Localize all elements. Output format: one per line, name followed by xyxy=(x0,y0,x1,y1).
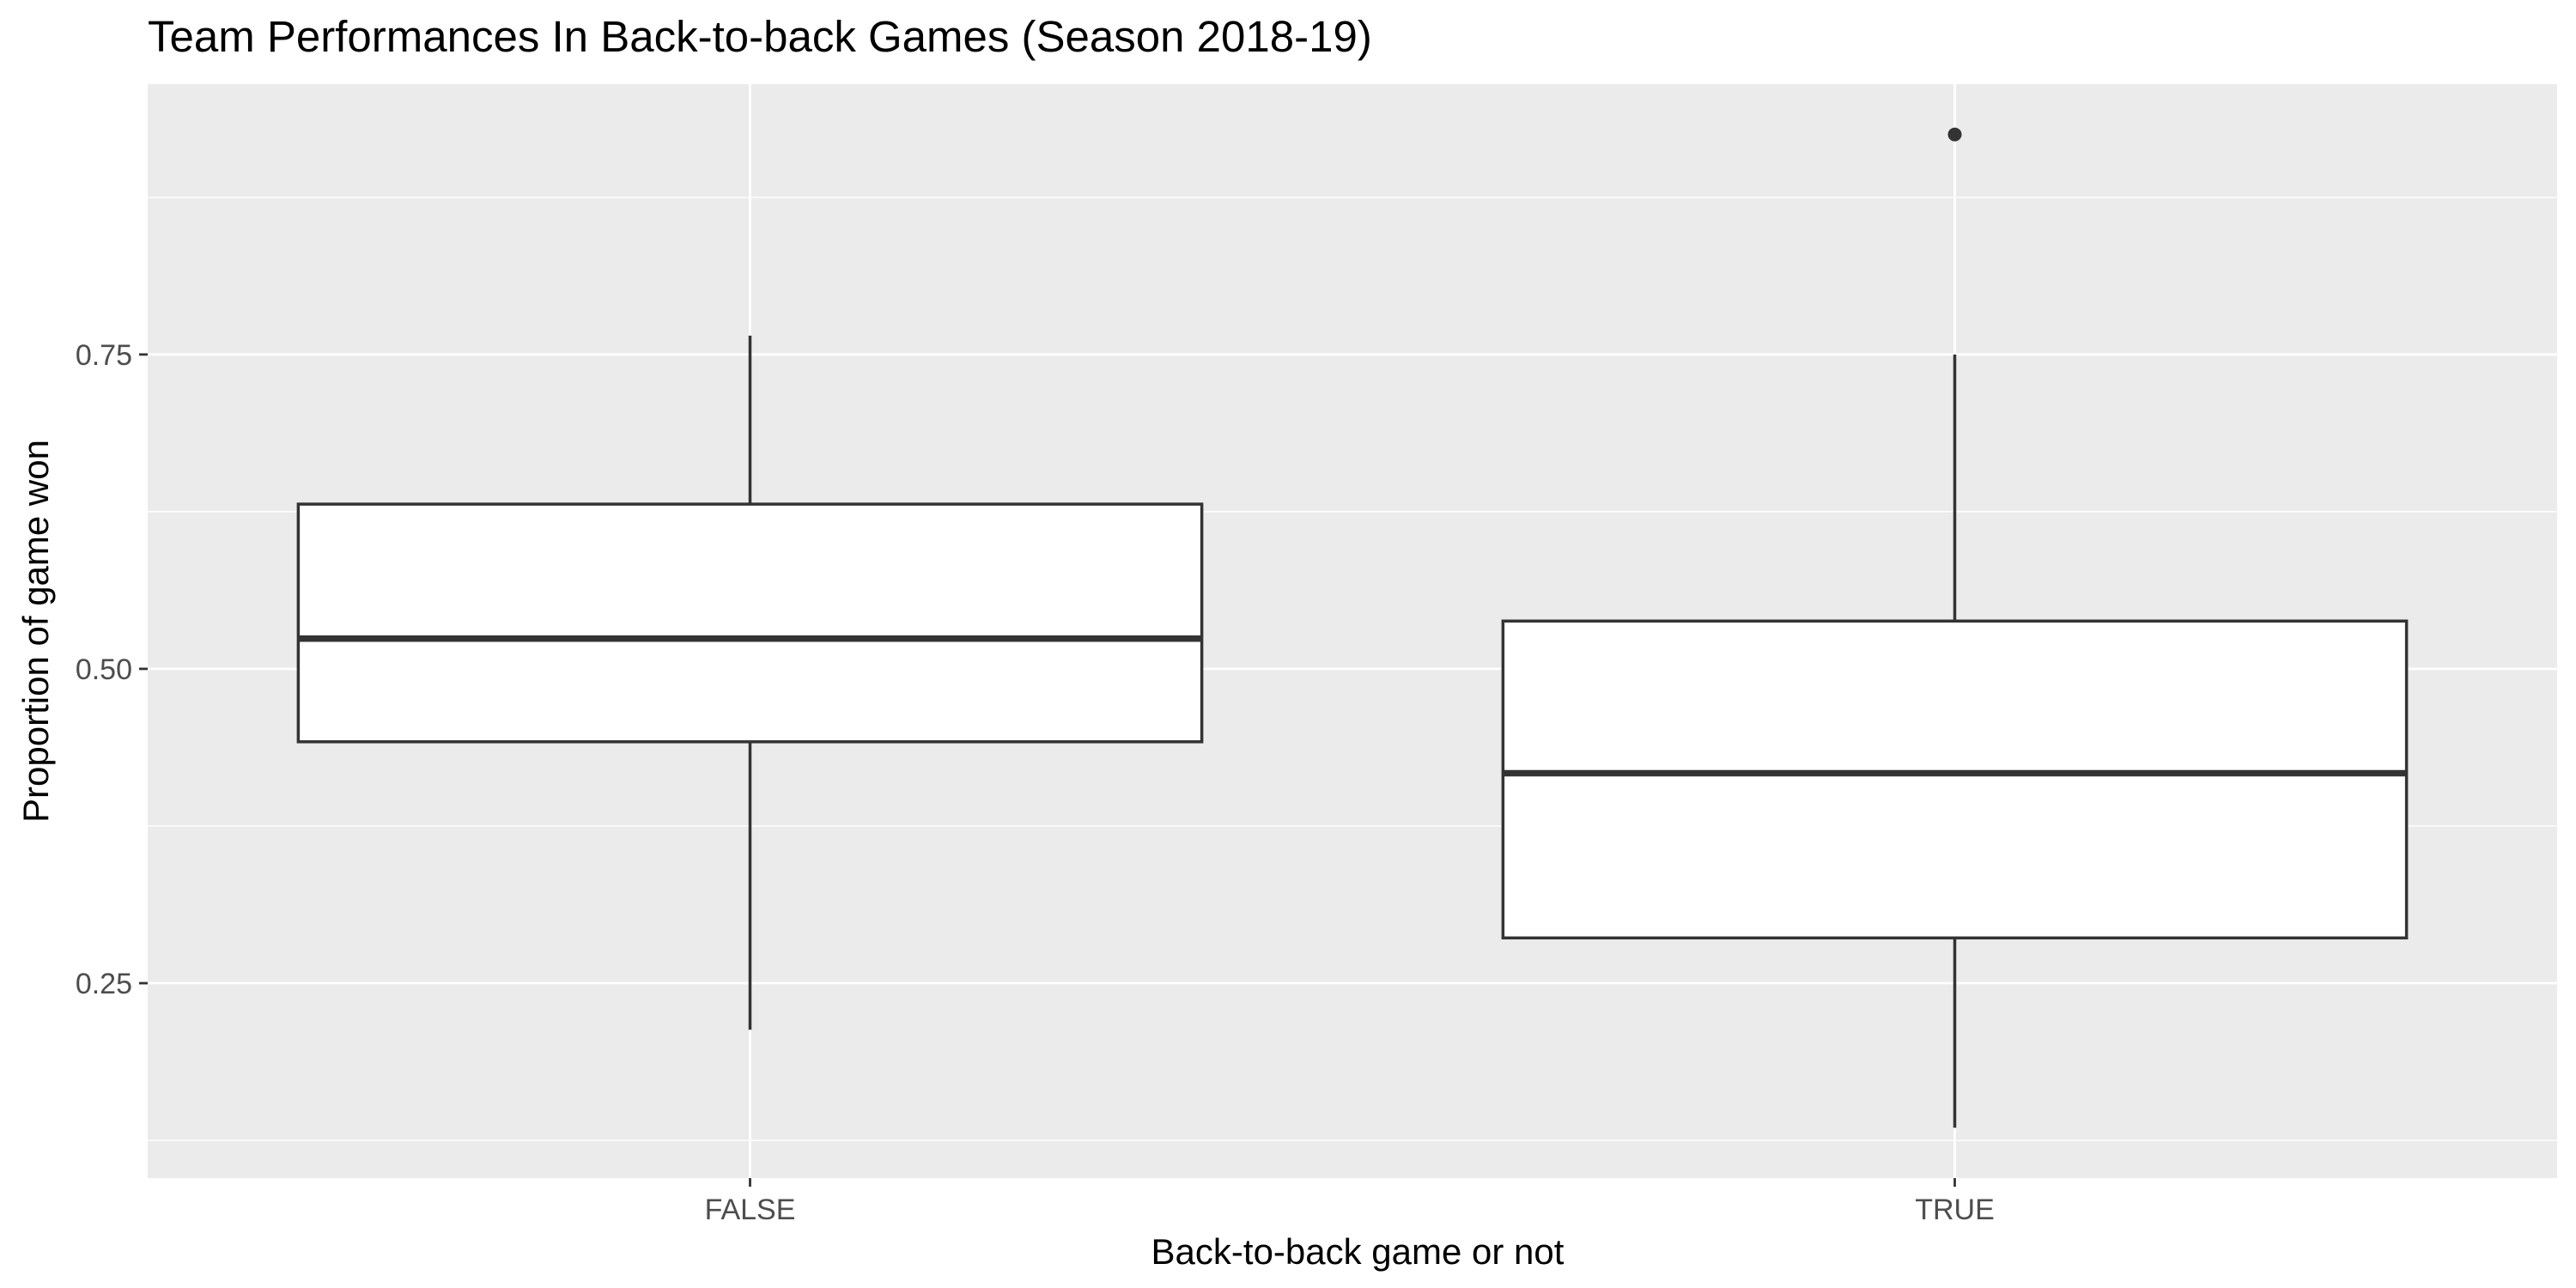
box-series xyxy=(296,127,2409,1128)
y-axis-title: Proportion of game won xyxy=(15,440,56,823)
box-iqr xyxy=(296,502,1204,744)
y-tick-label: 0.25 xyxy=(76,968,132,1000)
outlier-point xyxy=(1947,127,1962,142)
axes: 0.25 0.50 0.75 FALSE TRUE xyxy=(76,339,1995,1226)
box-true xyxy=(1501,127,2409,1128)
x-tick-label: TRUE xyxy=(1915,1194,1995,1226)
box-iqr xyxy=(1501,619,2409,940)
x-tick-label: FALSE xyxy=(705,1194,796,1226)
x-axis-title: Back-to-back game or not xyxy=(1151,1231,1564,1272)
box-false xyxy=(296,335,1204,1030)
chart-title: Team Performances In Back-to-back Games … xyxy=(148,12,1372,61)
y-tick-label: 0.50 xyxy=(76,653,132,686)
y-tick-label: 0.75 xyxy=(76,339,132,372)
